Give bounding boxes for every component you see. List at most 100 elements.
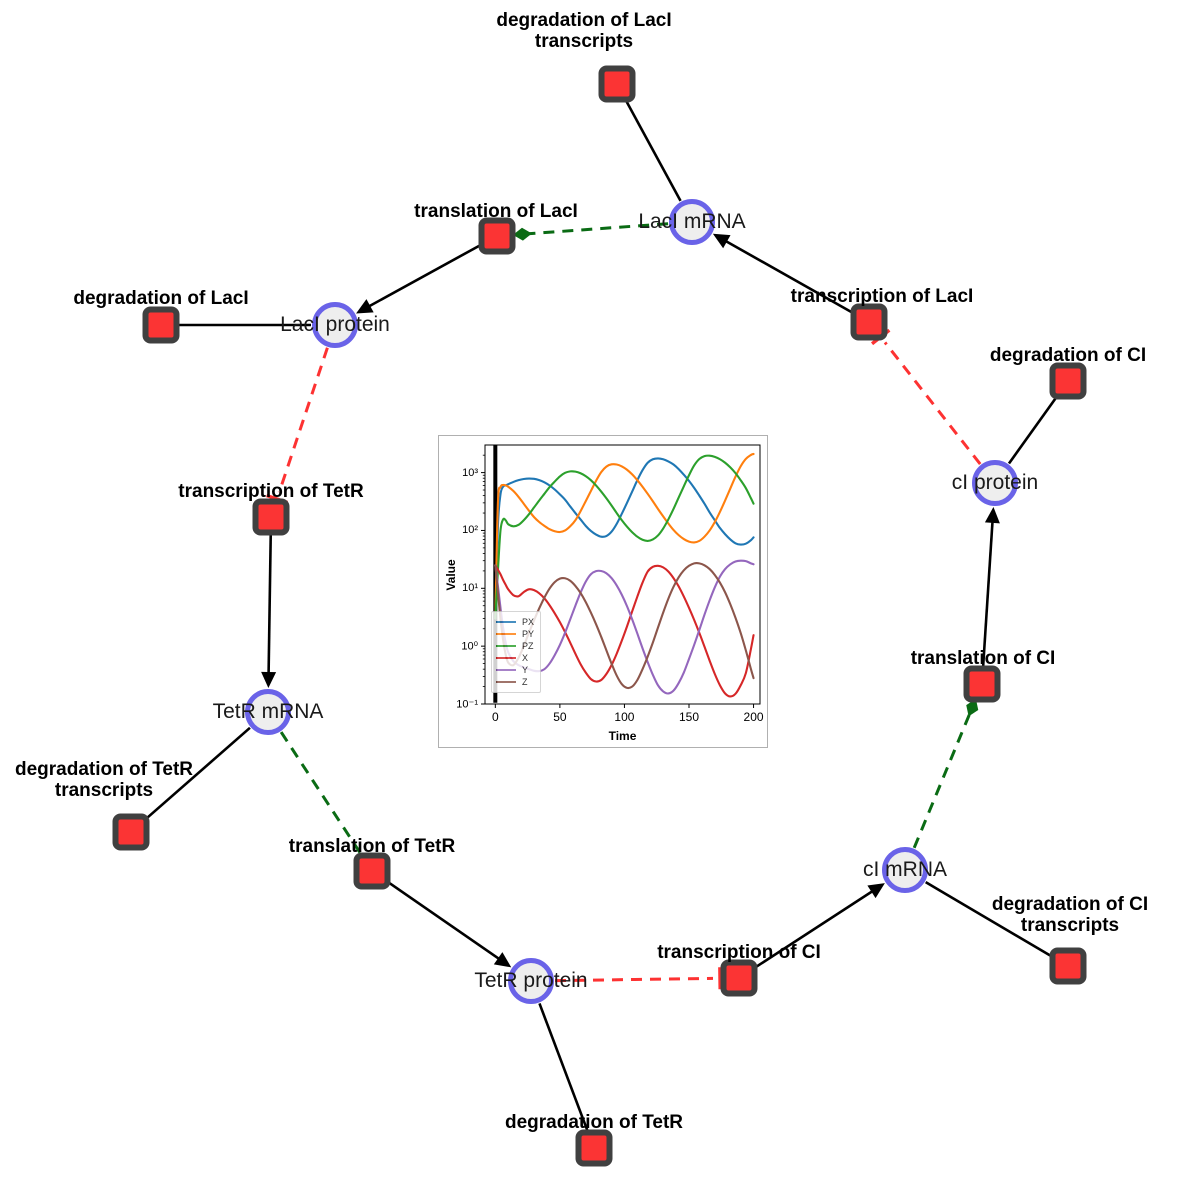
- legend-label-X: X: [522, 652, 529, 663]
- species-node-tetr_protein[interactable]: [508, 958, 554, 1004]
- species-node-tetr_mrna[interactable]: [245, 689, 291, 735]
- legend-swatch-PX: [496, 621, 516, 623]
- arrowhead-triangle: [867, 883, 885, 899]
- x-axis-label: Time: [608, 729, 637, 743]
- legend-swatch-Z: [496, 681, 516, 683]
- species-node-laci_mrna[interactable]: [669, 199, 715, 245]
- network-edge: [712, 233, 856, 316]
- legend-label-Z: Z: [522, 676, 528, 687]
- reaction-node-tx_ci[interactable]: [720, 959, 758, 997]
- reaction-node-transl_ci[interactable]: [963, 665, 1001, 703]
- legend-entry[interactable]: Y: [496, 664, 534, 676]
- plot-legend: PX PY PZ X Y Z: [491, 611, 542, 693]
- legend-swatch-Y: [496, 669, 516, 671]
- network-edge: [981, 506, 1000, 669]
- series-line-PZ: [494, 454, 755, 620]
- arrowhead-triangle: [356, 299, 374, 314]
- reaction-label-tx_ci: transcription of CI: [657, 942, 821, 963]
- species-label-laci_mrna: LacI mRNA: [638, 210, 746, 233]
- reaction-label-transl_laci: translation of LacI: [414, 201, 578, 222]
- network-edge: [751, 883, 885, 971]
- network-edge: [384, 879, 512, 968]
- y-tick-label: 10¹: [462, 582, 478, 595]
- species-label-ci_mrna: cI mRNA: [863, 858, 947, 881]
- network-edge: [356, 242, 484, 314]
- legend-entry[interactable]: PZ: [496, 640, 534, 652]
- species-label-tetr_protein: TetR protein: [474, 969, 588, 992]
- reaction-node-deg_tetr[interactable]: [575, 1129, 613, 1167]
- network-edge: [512, 222, 669, 241]
- reaction-label-deg_ci: degradation of CI: [989, 345, 1147, 366]
- network-edge: [1007, 393, 1060, 465]
- x-tick-label: 0: [491, 710, 499, 724]
- reaction-label-transl_ci: translation of CI: [910, 648, 1056, 669]
- reaction-node-deg_tetr_tx[interactable]: [112, 813, 150, 851]
- series-line-PX: [494, 457, 755, 620]
- reaction-label-deg_tetr: degradation of TetR: [504, 1112, 684, 1133]
- legend-entry[interactable]: Z: [496, 676, 534, 688]
- network-edge: [925, 881, 1055, 960]
- network-edge: [538, 1002, 590, 1134]
- legend-label-PY: PY: [522, 628, 535, 639]
- arrowhead-triangle: [261, 671, 277, 689]
- reaction-label-deg_laci_tx: degradation of LacI transcripts: [496, 10, 672, 53]
- arrowhead-triangle: [493, 952, 512, 968]
- species-node-ci_protein[interactable]: [972, 460, 1018, 506]
- legend-entry[interactable]: PX: [496, 616, 534, 628]
- legend-label-Y: Y: [522, 664, 529, 675]
- legend-entry[interactable]: PY: [496, 628, 534, 640]
- reaction-label-tx_tetr: transcription of TetR: [178, 481, 364, 502]
- x-tick-label: 200: [743, 710, 764, 724]
- x-tick-label: 150: [678, 710, 699, 724]
- species-node-ci_mrna[interactable]: [882, 847, 928, 893]
- reaction-label-deg_ci_tx: degradation of CI transcripts: [991, 894, 1149, 937]
- arrowhead-triangle: [712, 233, 731, 249]
- reaction-label-transl_tetr: translation of TetR: [288, 836, 456, 857]
- network-edge: [870, 328, 982, 466]
- reaction-node-tx_laci[interactable]: [850, 303, 888, 341]
- reaction-node-tx_tetr[interactable]: [252, 498, 290, 536]
- network-edge: [261, 532, 277, 689]
- reaction-label-deg_laci: degradation of LacI: [73, 288, 249, 309]
- arrowhead-diamond: [966, 698, 979, 717]
- reaction-node-deg_laci[interactable]: [142, 306, 180, 344]
- species-label-laci_protein: LacI protein: [280, 313, 390, 336]
- y-tick-label: 10²: [462, 524, 478, 537]
- species-label-tetr_mrna: TetR mRNA: [212, 700, 324, 723]
- reaction-node-deg_ci[interactable]: [1049, 362, 1087, 400]
- network-edge: [554, 967, 722, 990]
- y-axis-label: Value: [444, 558, 458, 591]
- arrowhead-diamond: [512, 227, 532, 241]
- legend-label-PZ: PZ: [522, 640, 534, 651]
- reaction-label-tx_laci: transcription of LacI: [790, 286, 974, 307]
- reaction-node-deg_laci_tx[interactable]: [598, 65, 636, 103]
- series-line-X: [494, 564, 755, 698]
- series-line-PY: [494, 452, 755, 620]
- legend-swatch-X: [496, 657, 516, 659]
- inset-time-series-plot: 10⁻¹ 10⁰ 10¹ 10² 10³ 0 50 100 150 200 PX PY PZ X Y Z T…: [438, 435, 768, 748]
- network-edge: [912, 698, 979, 849]
- reaction-label-deg_tetr_tx: degradation of TetR transcripts: [14, 759, 194, 802]
- reaction-node-transl_tetr[interactable]: [353, 852, 391, 890]
- x-tick-label: 100: [614, 710, 635, 724]
- legend-swatch-PY: [496, 633, 516, 635]
- x-tick-label: 50: [553, 710, 567, 724]
- legend-entry[interactable]: X: [496, 652, 534, 664]
- legend-label-PX: PX: [522, 616, 535, 627]
- network-edge: [142, 726, 251, 823]
- species-node-laci_protein[interactable]: [312, 302, 358, 348]
- network-edge: [279, 731, 365, 859]
- reaction-node-transl_laci[interactable]: [478, 217, 516, 255]
- legend-swatch-PZ: [496, 645, 516, 647]
- network-edge: [266, 347, 329, 505]
- network-edge: [623, 97, 682, 202]
- plot-canvas: [481, 444, 761, 708]
- y-tick-label: 10⁰: [461, 640, 478, 653]
- species-label-ci_protein: cI protein: [951, 471, 1039, 494]
- y-tick-label: 10³: [462, 466, 478, 479]
- arrowhead-triangle: [984, 506, 1000, 524]
- y-tick-label: 10⁻¹: [456, 698, 478, 711]
- reaction-node-deg_ci_tx[interactable]: [1049, 947, 1087, 985]
